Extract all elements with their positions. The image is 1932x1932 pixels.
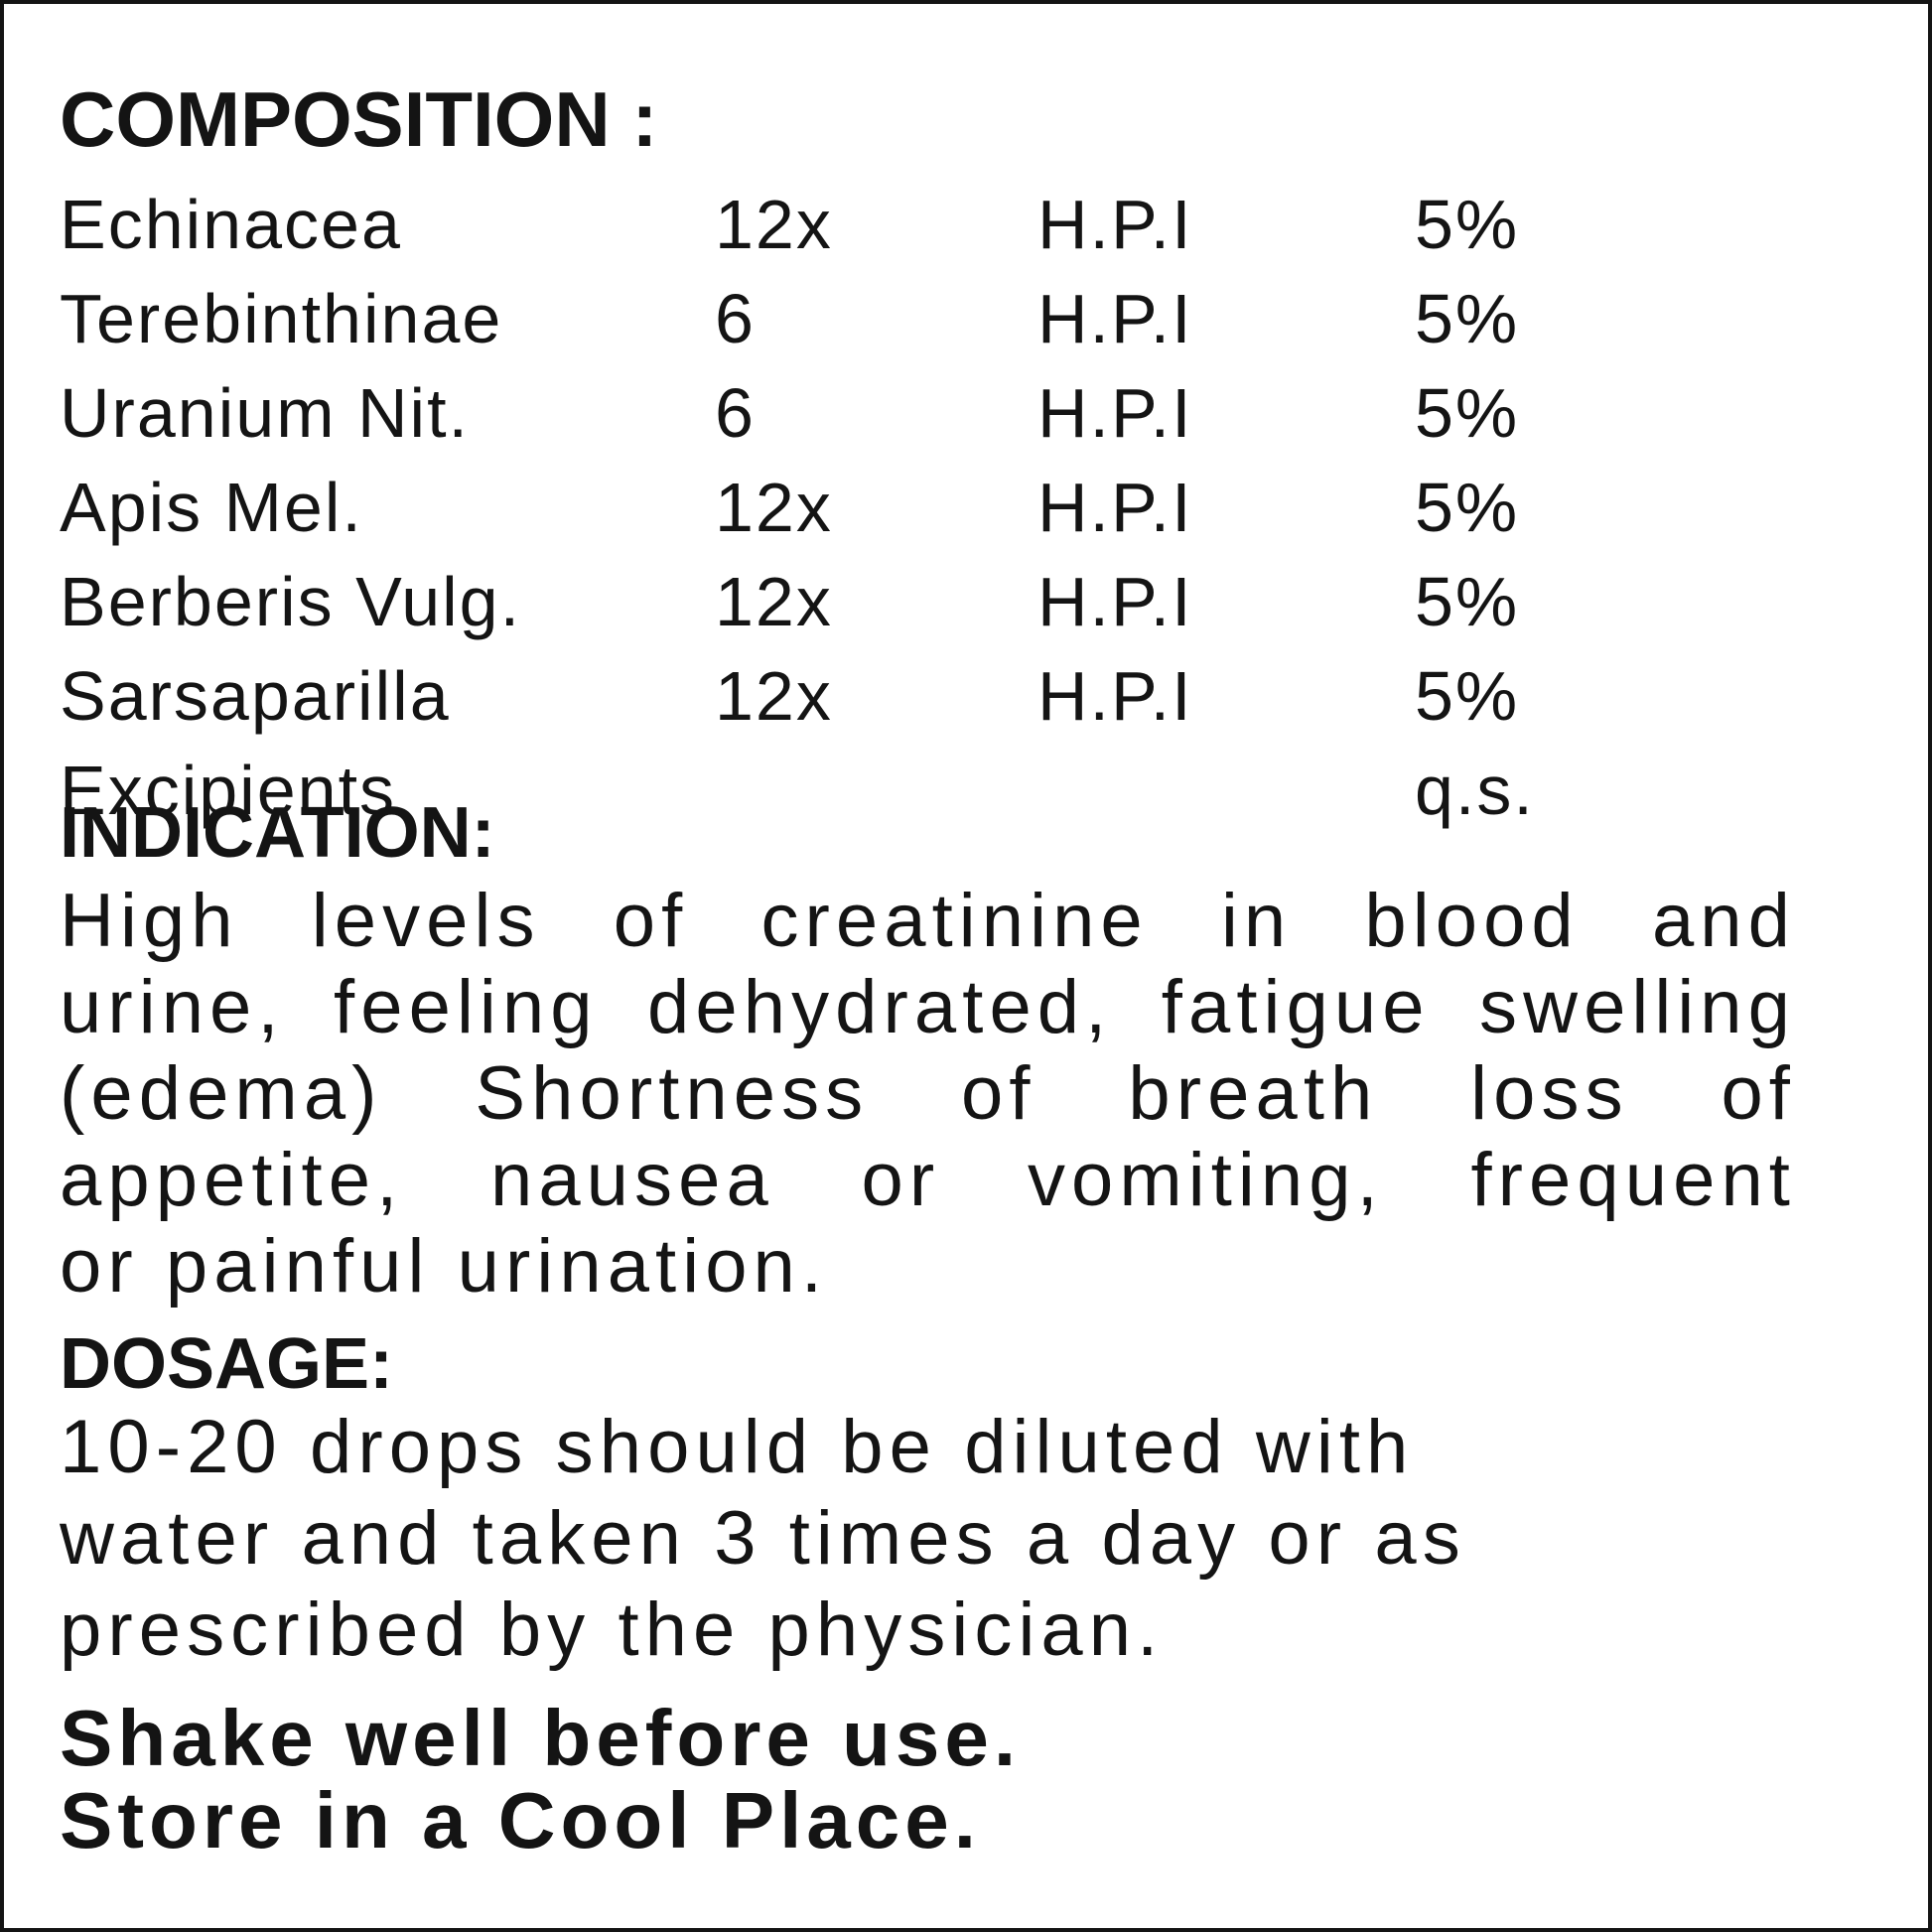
ingredient-name: Echinacea: [60, 186, 402, 263]
composition-heading: COMPOSITION :: [60, 75, 658, 163]
table-row: Berberis Vulg. 12x H.P.I 5%: [60, 567, 1829, 661]
ingredient-potency: 6: [715, 280, 756, 357]
dosage-line: water and taken 3 times a day or as: [60, 1496, 1466, 1581]
ingredient-percent: 5%: [1415, 374, 1520, 452]
ingredient-percent: 5%: [1415, 280, 1520, 357]
ingredient-potency: 6: [715, 374, 756, 452]
indication-line: or painful urination.: [60, 1224, 829, 1309]
indication-line: (edema) Shortness of breath loss of: [60, 1051, 1796, 1136]
ingredient-name: Terebinthinae: [60, 280, 503, 357]
ingredient-name: Excipients: [60, 752, 397, 829]
ingredient-ref: H.P.I: [1037, 280, 1193, 357]
ingredient-percent: 5%: [1415, 469, 1520, 546]
table-row: Excipients q.s.: [60, 756, 1829, 850]
ingredient-ref: H.P.I: [1037, 186, 1193, 263]
dosage-line: prescribed by the physician.: [60, 1587, 1165, 1672]
table-row: Echinacea 12x H.P.I 5%: [60, 190, 1829, 284]
ingredient-percent: q.s.: [1415, 752, 1535, 829]
composition-table: Echinacea 12x H.P.I 5% Terebinthinae 6 H…: [60, 190, 1829, 850]
table-row: Terebinthinae 6 H.P.I 5%: [60, 284, 1829, 378]
ingredient-name: Sarsaparilla: [60, 657, 451, 735]
ingredient-ref: H.P.I: [1037, 469, 1193, 546]
table-row: Sarsaparilla 12x H.P.I 5%: [60, 661, 1829, 756]
ingredient-ref: H.P.I: [1037, 563, 1193, 640]
indication-line: appetite, nausea or vomiting, frequent: [60, 1138, 1796, 1222]
indication-paragraph: High levels of creatinine in blood and u…: [60, 878, 1796, 1310]
dosage-heading: DOSAGE:: [60, 1324, 394, 1404]
ingredient-name: Uranium Nit.: [60, 374, 470, 452]
indication-heading: INDICATION:: [60, 793, 495, 873]
ingredient-percent: 5%: [1415, 186, 1520, 263]
ingredient-ref: H.P.I: [1037, 374, 1193, 452]
table-row: Apis Mel. 12x H.P.I 5%: [60, 473, 1829, 567]
ingredient-percent: 5%: [1415, 563, 1520, 640]
indication-line: urine, feeling dehydrated, fatigue swell…: [60, 965, 1796, 1049]
ingredient-potency: 12x: [715, 186, 833, 263]
shake-well-note: Shake well before use.: [60, 1694, 1022, 1782]
storage-notes: Shake well before use. Store in a Cool P…: [60, 1697, 1021, 1862]
dosage-line: 10-20 drops should be diluted with: [60, 1405, 1415, 1489]
ingredient-percent: 5%: [1415, 657, 1520, 735]
indication-line: High levels of creatinine in blood and: [60, 879, 1796, 963]
ingredient-name: Apis Mel.: [60, 469, 363, 546]
ingredient-potency: 12x: [715, 657, 833, 735]
ingredient-name: Berberis Vulg.: [60, 563, 522, 640]
table-row: Uranium Nit. 6 H.P.I 5%: [60, 378, 1829, 473]
store-cool-note: Store in a Cool Place.: [60, 1776, 982, 1864]
ingredient-potency: 12x: [715, 563, 833, 640]
ingredient-ref: H.P.I: [1037, 657, 1193, 735]
dosage-paragraph: 10-20 drops should be diluted with water…: [60, 1402, 1796, 1676]
ingredient-potency: 12x: [715, 469, 833, 546]
